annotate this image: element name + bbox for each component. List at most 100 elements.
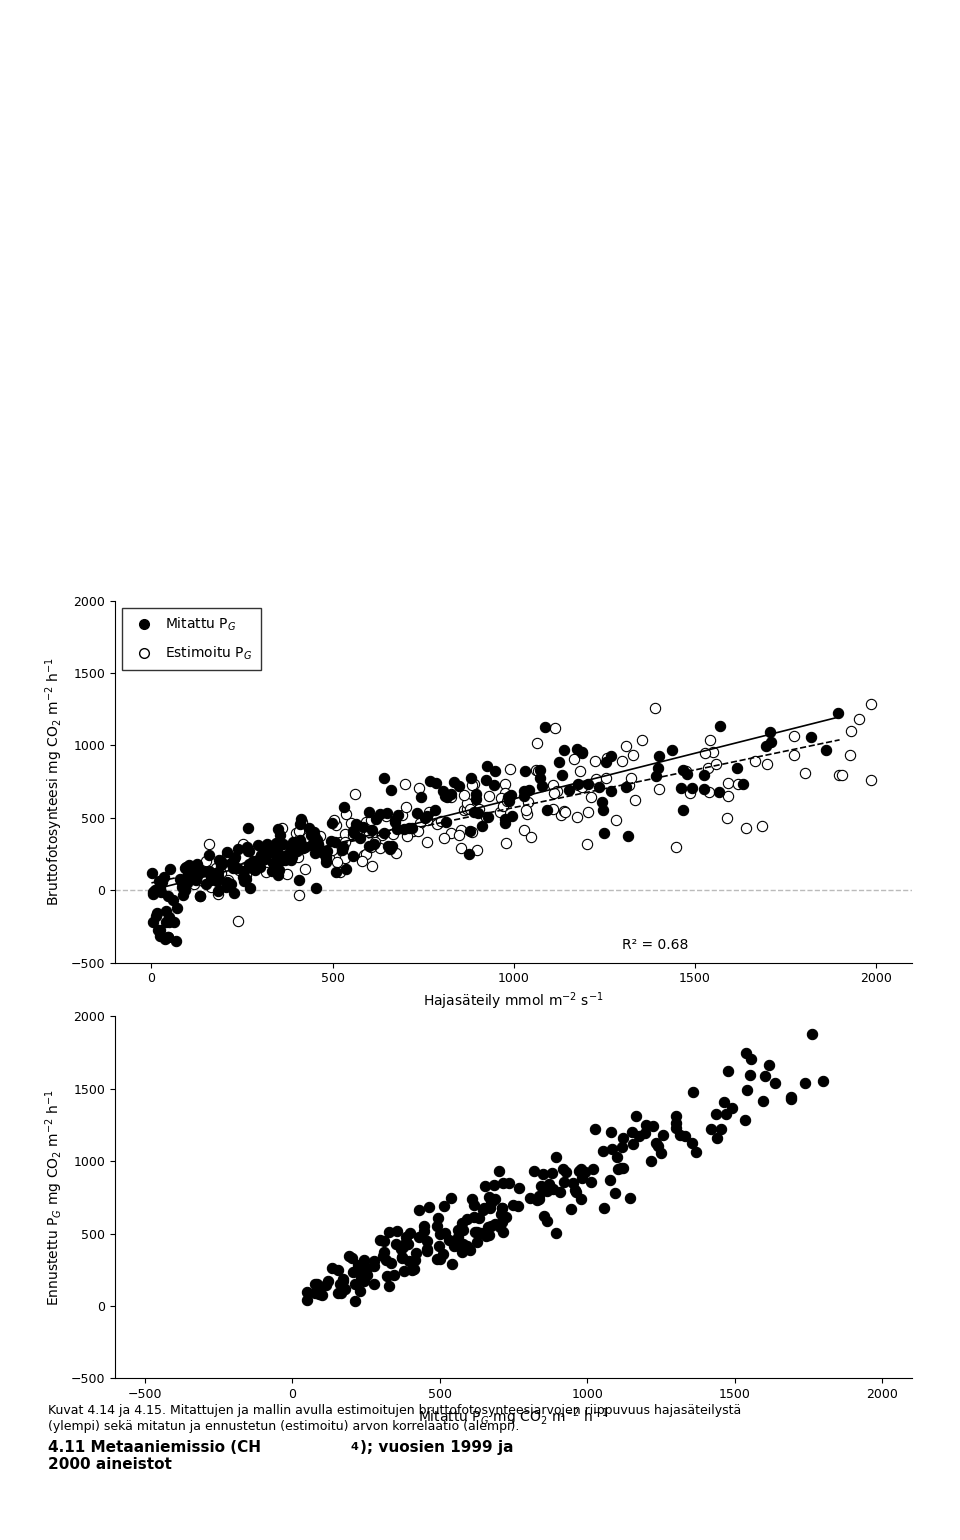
Point [408, 1240, 423, 1264]
Point [360, 1263, 375, 1287]
Point [738, 1041, 754, 1066]
Point [175, 870, 190, 895]
Point [470, 801, 486, 825]
Point [308, 1272, 324, 1297]
Point [481, 1223, 496, 1247]
Point [343, 812, 358, 836]
Point [383, 836, 398, 861]
Point [148, 904, 163, 929]
Point [187, 864, 203, 889]
Point [574, 1157, 589, 1181]
Point [209, 869, 225, 893]
Point [324, 810, 340, 835]
Point [246, 849, 261, 873]
Point [176, 873, 191, 898]
Point [179, 870, 194, 895]
Point [376, 765, 392, 790]
Point [629, 1104, 644, 1129]
Point [293, 812, 308, 836]
Point [372, 1227, 388, 1252]
Point [529, 758, 544, 782]
Point [763, 730, 779, 755]
Point [236, 859, 252, 884]
Point [532, 1184, 547, 1209]
Point [798, 761, 813, 785]
Point [842, 742, 857, 767]
Point [545, 1177, 561, 1201]
Point [399, 824, 415, 849]
Point [185, 867, 201, 892]
Point [213, 861, 228, 886]
Point [347, 1272, 362, 1297]
Point [471, 796, 487, 821]
Point [273, 832, 288, 856]
Point [591, 775, 607, 799]
Point [518, 798, 534, 822]
Point [517, 759, 533, 784]
Point [395, 1244, 410, 1269]
Point [783, 1087, 799, 1112]
Point [720, 784, 735, 808]
Point [510, 1194, 525, 1218]
Point [830, 701, 846, 725]
Point [457, 782, 472, 807]
Point [354, 849, 370, 873]
Point [352, 1278, 368, 1303]
Point [270, 862, 285, 887]
Point [268, 836, 283, 861]
Point [495, 1220, 511, 1244]
Point [172, 867, 187, 892]
Point [364, 853, 379, 878]
Point [279, 861, 295, 886]
Point [379, 801, 395, 825]
Point [476, 1198, 492, 1223]
Point [375, 1244, 391, 1269]
Point [737, 1107, 753, 1132]
Point [701, 779, 716, 804]
Point [738, 816, 754, 841]
Point [450, 1224, 466, 1249]
Point [480, 1215, 495, 1240]
Point [368, 830, 383, 855]
Point [157, 910, 173, 935]
Point [238, 862, 253, 887]
Point [529, 1187, 544, 1212]
Point [531, 1186, 546, 1210]
Point [503, 782, 518, 807]
Point [863, 691, 878, 716]
Point [522, 1186, 538, 1210]
Point [499, 788, 515, 813]
Point [380, 835, 396, 859]
Point [202, 832, 217, 856]
Point [623, 765, 638, 790]
Point [731, 772, 746, 796]
Point [178, 878, 193, 902]
Point [553, 1180, 568, 1204]
Point [720, 770, 735, 795]
Point [417, 1220, 432, 1244]
Point [449, 1230, 465, 1255]
Point [452, 1235, 468, 1260]
Point [305, 830, 321, 855]
Point [757, 1064, 773, 1089]
Point [161, 906, 177, 930]
Point [459, 1207, 474, 1232]
Point [270, 859, 285, 884]
Point [572, 759, 588, 784]
Point [358, 842, 373, 867]
Point [646, 1113, 661, 1138]
Point [387, 1263, 402, 1287]
Point [501, 1170, 516, 1195]
Point [473, 1220, 489, 1244]
Point [303, 822, 319, 847]
Point [158, 898, 174, 922]
Point [400, 1232, 416, 1257]
Point [265, 850, 280, 875]
Point [263, 835, 278, 859]
Point [684, 1130, 700, 1155]
Point [381, 1274, 396, 1298]
Point [520, 790, 536, 815]
Point [492, 1215, 507, 1240]
Point [852, 707, 867, 732]
Point [195, 869, 210, 893]
